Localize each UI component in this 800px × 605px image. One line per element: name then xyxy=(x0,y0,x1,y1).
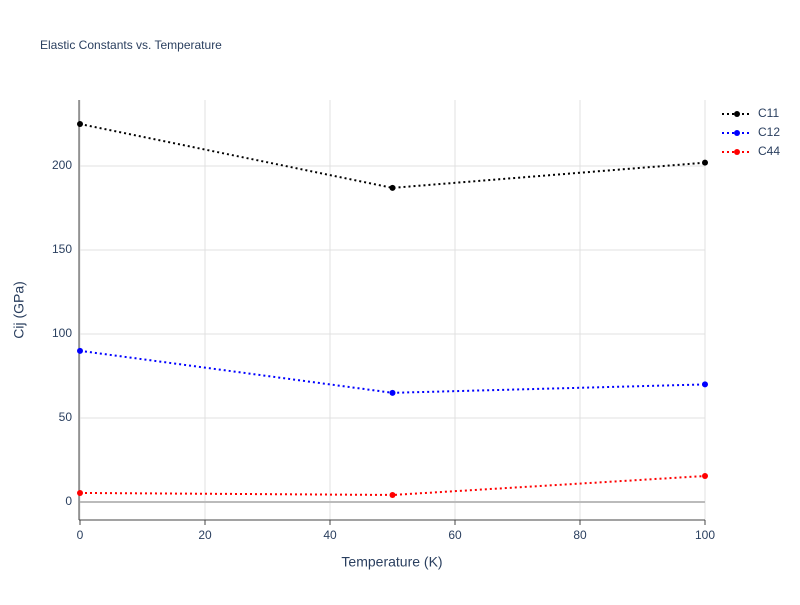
data-point xyxy=(77,489,83,496)
x-tick-label: 40 xyxy=(323,528,337,542)
legend-label: C11 xyxy=(758,106,779,120)
x-tick-label: 20 xyxy=(198,528,212,542)
legend-label: C44 xyxy=(758,144,780,158)
data-point xyxy=(389,184,396,191)
x-tick-label: 80 xyxy=(573,528,587,542)
data-point xyxy=(702,381,708,388)
series-line xyxy=(79,349,706,394)
data-point xyxy=(77,347,83,354)
y-tick-label: 50 xyxy=(59,410,73,424)
legend-label: C12 xyxy=(758,125,780,139)
legend-marker xyxy=(734,130,740,136)
y-tick-label: 0 xyxy=(65,494,72,508)
data-point xyxy=(702,472,708,479)
data-point xyxy=(702,159,708,166)
x-tick-label: 0 xyxy=(77,528,84,542)
x-axis-label: Temperature (K) xyxy=(341,554,442,570)
data-point xyxy=(77,121,83,128)
y-tick-label: 100 xyxy=(52,326,72,340)
y-axis-label: Cij (GPa) xyxy=(11,281,27,339)
series-line xyxy=(79,474,706,496)
x-tick-label: 60 xyxy=(448,528,462,542)
chart-title: Elastic Constants vs. Temperature xyxy=(40,38,222,52)
data-point xyxy=(389,389,396,396)
x-tick-label: 100 xyxy=(695,528,715,542)
legend-marker xyxy=(734,111,740,117)
legend-marker xyxy=(734,149,740,155)
y-tick-label: 200 xyxy=(52,158,72,172)
y-tick-label: 150 xyxy=(52,242,72,256)
series-line xyxy=(79,123,706,189)
data-point xyxy=(389,491,396,498)
